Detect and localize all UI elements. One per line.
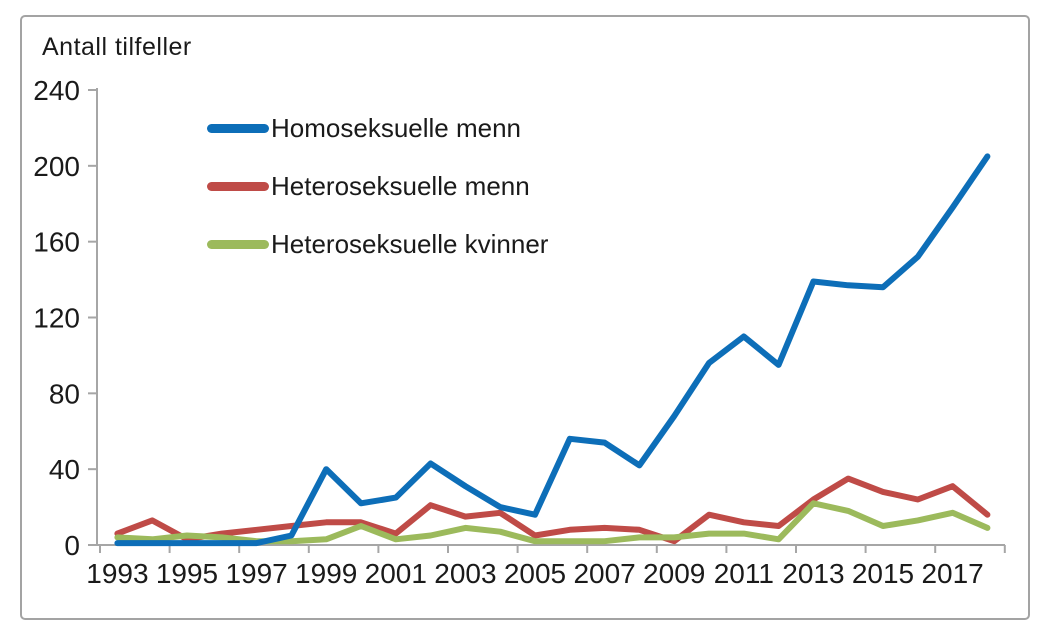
legend-item-heteroseksuelle-menn: Heteroseksuelle menn [207,168,548,204]
x-tick-label: 2001 [365,558,427,589]
x-tick-label: 1995 [156,558,218,589]
x-tick-label: 2009 [643,558,705,589]
y-tick-label: 40 [49,454,80,485]
y-tick-label: 0 [64,530,80,561]
y-axis-title: Antall tilfeller [42,33,192,61]
legend-label: Heteroseksuelle menn [271,170,530,201]
x-tick-label: 2005 [504,558,566,589]
legend-label: Heteroseksuelle kvinner [271,228,549,259]
x-tick-label: 1993 [86,558,148,589]
x-tick-label: 1999 [295,558,357,589]
legend-label: Homoseksuelle menn [271,112,522,143]
y-tick-label: 240 [33,75,80,106]
x-tick-label: 2011 [714,558,774,589]
x-tick-label: 2003 [434,558,496,589]
series-line-homoseksuelle-menn [114,153,991,547]
series-line-heteroseksuelle-menn [114,475,991,545]
y-tick-label: 200 [33,151,80,182]
x-tick-label: 2017 [921,558,983,589]
x-tick-label: 2007 [573,558,635,589]
y-tick-label: 160 [33,227,80,258]
legend-item-homoseksuelle-menn: Homoseksuelle menn [207,110,548,146]
legend-swatch-heteroseksuelle-kvinner [207,239,269,249]
legend-item-heteroseksuelle-kvinner: Heteroseksuelle kvinner [207,226,548,262]
legend: Homoseksuelle menn Heteroseksuelle menn … [207,110,548,284]
x-tick-label: 2013 [782,558,844,589]
legend-swatch-homoseksuelle-menn [207,123,269,133]
y-tick-label: 120 [33,303,80,334]
x-tick-label: 2015 [852,558,914,589]
legend-swatch-heteroseksuelle-menn [207,181,269,191]
y-tick-label: 80 [49,378,80,409]
x-tick-label: 1997 [225,558,287,589]
